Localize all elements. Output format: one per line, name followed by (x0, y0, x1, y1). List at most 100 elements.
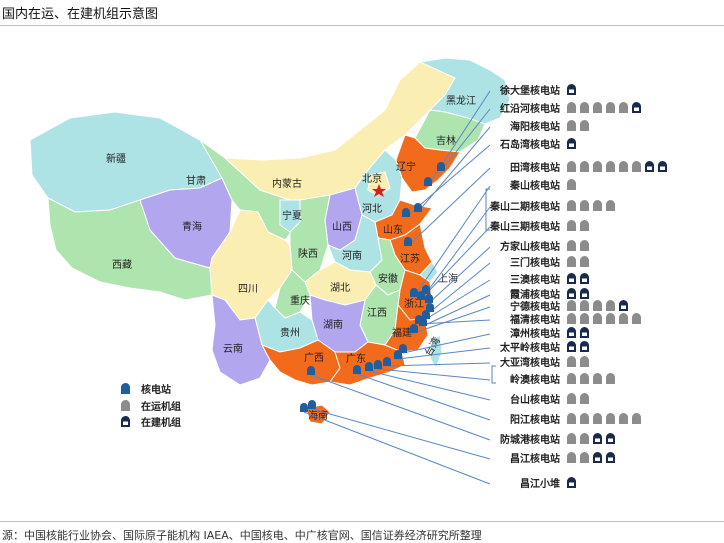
label-anhui: 安徽 (378, 272, 398, 285)
plant-marker-icon (394, 350, 402, 359)
operating-unit-icon (632, 413, 641, 424)
label-hebei: 河北 (362, 203, 382, 215)
label-jiangxi: 江西 (367, 307, 387, 319)
label-jilin: 吉林 (436, 134, 456, 147)
operating-unit-icon (580, 200, 589, 211)
operating-unit-icon (580, 240, 589, 251)
operating-unit-icon (619, 413, 628, 424)
plant-marker-icon (383, 357, 391, 366)
construction-unit-icon-window (569, 89, 574, 93)
operating-unit-icon (121, 400, 130, 411)
plant-marker-icon (410, 324, 418, 333)
construction-unit-icon-window (582, 278, 587, 282)
label-shanghai: 上海 (438, 272, 458, 285)
plant-name: 秦山二期核电站 (489, 200, 560, 213)
plant-marker-icon (410, 288, 418, 297)
leader-line (356, 373, 491, 421)
construction-unit-icon-window (123, 421, 128, 425)
operating-unit-icon (580, 256, 589, 267)
label-henan: 河南 (342, 249, 362, 262)
leader-line (310, 374, 491, 441)
construction-unit-icon (580, 327, 589, 338)
plant-list: 徐大堡核电站红沿河核电站海阳核电站石岛湾核电站田湾核电站秦山核电站秦山二期核电站… (489, 84, 667, 490)
construction-unit-icon (593, 433, 602, 444)
construction-unit-icon (606, 452, 615, 463)
label-ningxia: 宁夏 (282, 209, 302, 222)
construction-unit-icon (580, 288, 589, 299)
plant-marker-icon (415, 315, 423, 324)
label-liaoning: 辽宁 (396, 160, 416, 173)
operating-unit-icon (593, 161, 602, 172)
province-yunnan (211, 294, 271, 386)
label-yunnan: 云南 (223, 342, 243, 355)
operating-unit-icon (632, 313, 641, 324)
label-guangxi: 广西 (304, 352, 324, 364)
label-heilongjiang: 黑龙江 (446, 94, 476, 107)
operating-unit-icon (567, 413, 576, 424)
operating-unit-icon (606, 161, 615, 172)
operating-unit-icon (593, 373, 602, 384)
plant-marker-icon (365, 362, 373, 371)
label-gansu: 甘肃 (186, 174, 206, 187)
operating-unit-icon (580, 433, 589, 444)
operating-unit-icon (593, 313, 602, 324)
page-title: 国内在运、在建机组示意图 (2, 7, 159, 22)
label-shanxi: 山西 (332, 221, 352, 233)
operating-unit-icon (606, 313, 615, 324)
construction-unit-icon-window (569, 332, 574, 336)
operating-unit-icon (567, 393, 576, 404)
plant-name: 霞浦核电站 (510, 288, 560, 301)
leader-line (386, 362, 491, 367)
leader-line (429, 262, 491, 313)
construction-unit-icon-window (634, 107, 639, 111)
leader-line (311, 408, 491, 460)
operating-unit-icon (567, 240, 576, 251)
plant-name: 徐大堡核电站 (499, 84, 560, 97)
construction-unit-icon (580, 273, 589, 284)
construction-unit-icon-window (608, 457, 613, 461)
operating-unit-icon (606, 300, 615, 311)
plant-marker-icon (308, 400, 316, 409)
label-sichuan: 四川 (238, 284, 258, 295)
construction-unit-icon (619, 300, 628, 311)
plant-name: 阳江核电站 (510, 413, 560, 426)
plant-name: 防城港核电站 (500, 433, 560, 446)
plant-name: 秦山核电站 (509, 179, 560, 192)
operating-unit-icon (593, 200, 602, 211)
province-heilongjiang (418, 57, 511, 125)
label-shaanxi: 陕西 (298, 247, 318, 260)
construction-unit-icon-window (582, 293, 587, 297)
construction-unit-icon (580, 341, 589, 352)
construction-unit-icon-window (660, 166, 665, 170)
construction-unit-icon (658, 161, 667, 172)
leader-line (413, 306, 491, 334)
construction-unit-icon (645, 161, 654, 172)
plant-marker-icon (425, 294, 433, 303)
leader-line (428, 246, 491, 304)
operating-unit-icon (567, 256, 576, 267)
construction-unit-icon-window (569, 143, 574, 147)
operating-unit-icon (593, 413, 602, 424)
operating-unit-icon (606, 413, 615, 424)
plant-name: 三门核电站 (510, 256, 560, 269)
plant-marker-icon (402, 208, 410, 217)
label-xinjiang: 新疆 (106, 152, 126, 165)
plant-name: 太平岭核电站 (499, 341, 560, 354)
plant-name: 秦山三期核电站 (489, 220, 560, 233)
construction-unit-icon (567, 138, 576, 149)
operating-unit-icon (606, 102, 615, 113)
construction-unit-icon-window (569, 293, 574, 297)
construction-unit-icon-window (569, 482, 574, 486)
plant-marker-icon (300, 403, 308, 412)
plant-marker-icon (422, 285, 430, 294)
label-qinghai: 青海 (182, 220, 202, 233)
leader-line (407, 167, 491, 247)
operating-unit-icon (619, 161, 628, 172)
plant-marker-icon (399, 344, 407, 353)
legend-label: 核电站 (141, 383, 171, 396)
operating-unit-icon (567, 200, 576, 211)
operating-unit-icon (580, 220, 589, 231)
construction-unit-icon (567, 327, 576, 338)
plant-marker-icon (414, 203, 422, 212)
